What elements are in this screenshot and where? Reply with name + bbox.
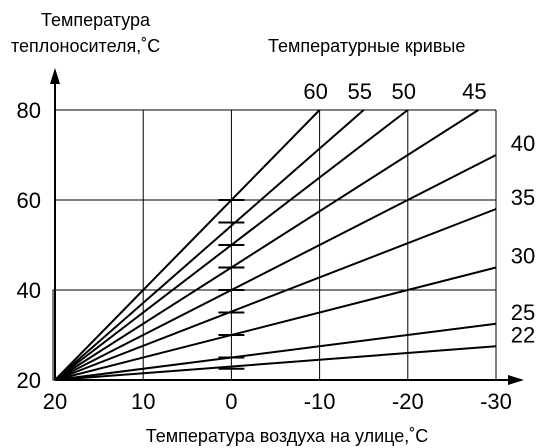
x-tick-label-minus-30: -30 <box>480 389 512 414</box>
curve-label-25: 25 <box>511 300 535 325</box>
axes <box>50 68 524 385</box>
y-tick-label-40: 40 <box>17 278 41 303</box>
y-axis-bracket <box>52 289 55 381</box>
x-tick-label-0: 0 <box>225 389 237 414</box>
y-tick-label-20: 20 <box>17 368 41 393</box>
curve-label-30: 30 <box>511 244 535 269</box>
curve-label-55: 55 <box>347 79 371 104</box>
curve-22 <box>54 345 497 381</box>
curves <box>54 109 497 381</box>
x-tick-labels: 20 10 0 -10 -20 -30 <box>43 389 512 414</box>
y-axis-title-line-1: Температура <box>41 10 151 30</box>
x-tick-label-minus-20: -20 <box>392 389 424 414</box>
x-axis-title: Температура воздуха на улице,˚С <box>146 426 429 446</box>
y-tick-label-60: 60 <box>17 188 41 213</box>
x-tick-label-20: 20 <box>43 389 67 414</box>
curves-title: Температурные кривые <box>268 36 465 56</box>
grid-lines <box>55 109 497 380</box>
curve-label-22: 22 <box>511 322 535 347</box>
curve-label-60: 60 <box>303 79 327 104</box>
curve-label-45: 45 <box>462 79 486 104</box>
curve-45 <box>54 109 479 381</box>
y-axis-arrow <box>50 68 60 84</box>
y-axis-title-line-2: теплоносителя,˚С <box>11 36 160 56</box>
zero-axis-marks <box>218 199 245 370</box>
x-tick-label-10: 10 <box>131 389 155 414</box>
x-axis-arrow <box>508 375 524 385</box>
x-tick-label-minus-10: -10 <box>304 389 336 414</box>
curve-55 <box>54 109 365 381</box>
curve-30 <box>54 266 497 381</box>
curve-40 <box>54 154 497 381</box>
curve-label-35: 35 <box>511 185 535 210</box>
titles: Температура теплоносителя,˚С Температурн… <box>11 10 465 446</box>
curve-25 <box>54 322 497 381</box>
curve-label-50: 50 <box>392 79 416 104</box>
curve-60 <box>54 109 321 381</box>
y-tick-labels: 20 40 60 80 <box>17 98 41 393</box>
y-tick-label-80: 80 <box>17 98 41 123</box>
curve-label-40: 40 <box>511 131 535 156</box>
curve-35 <box>54 208 497 381</box>
